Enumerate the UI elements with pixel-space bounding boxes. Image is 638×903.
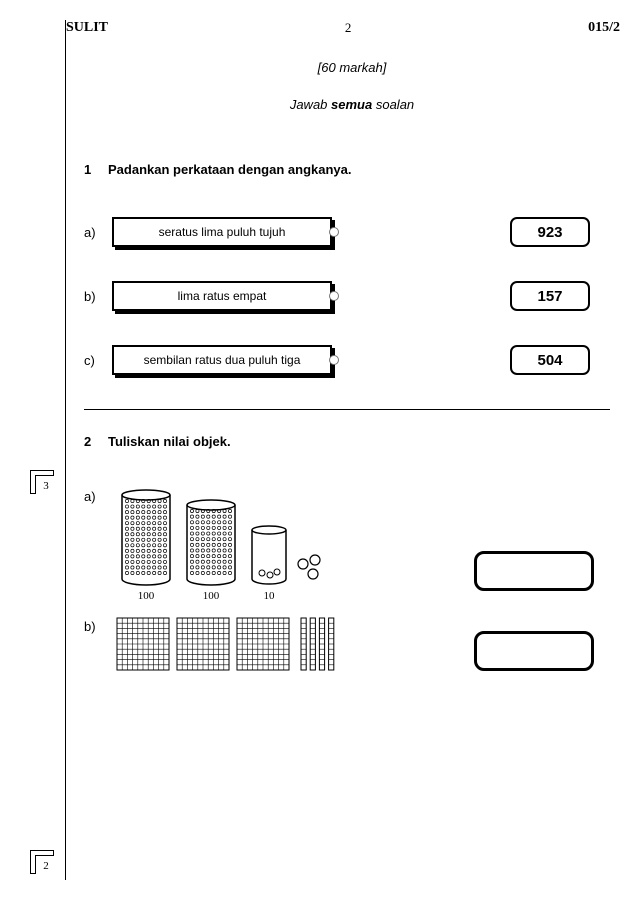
svg-text:100: 100	[138, 590, 155, 602]
q1-b-numberbox[interactable]: 157	[510, 281, 590, 311]
separator-line	[84, 409, 610, 410]
svg-text:100: 100	[203, 590, 220, 602]
q1-b-wordbox[interactable]: lima ratus empat	[112, 281, 332, 311]
q2-a-visual: 100 100 10	[112, 483, 372, 603]
q1-c-word: sembilan ratus dua puluh tiga	[144, 353, 301, 367]
q2-marks-value: 2	[35, 855, 54, 874]
header-page-number: 2	[345, 20, 352, 36]
q2-a-label: a)	[84, 483, 112, 504]
header-code: 015/2	[588, 20, 620, 36]
marks-line: [60 markah]	[84, 60, 620, 75]
q1-number: 1	[84, 162, 108, 177]
q2-a-answerbox[interactable]	[474, 551, 594, 591]
instruction-pre: Jawab	[290, 97, 331, 112]
q1-marks-badge: 3	[30, 470, 54, 494]
q1-marks-value: 3	[35, 475, 54, 494]
q1-item-b: b) lima ratus empat 157	[84, 281, 620, 311]
q2-number: 2	[84, 434, 108, 449]
drag-handle-icon[interactable]	[329, 227, 339, 237]
blocks-icon	[112, 613, 372, 683]
q2-row: 2 Tuliskan nilai objek.	[84, 434, 620, 449]
q1-c-label: c)	[84, 353, 112, 368]
q2-item-b: b)	[84, 613, 620, 683]
drag-handle-icon[interactable]	[329, 355, 339, 365]
beakers-icon: 100 100 10	[112, 483, 372, 603]
q1-c-wordbox[interactable]: sembilan ratus dua puluh tiga	[112, 345, 332, 375]
q1-a-word: seratus lima puluh tujuh	[159, 225, 286, 239]
q1-item-a: a) seratus lima puluh tujuh 923	[84, 217, 620, 247]
q1-c-numberbox[interactable]: 504	[510, 345, 590, 375]
q2-text: Tuliskan nilai objek.	[108, 434, 231, 449]
q2-b-visual	[112, 613, 372, 683]
page-content: SULIT 2 015/2 [60 markah] Jawab semua so…	[65, 20, 620, 880]
instruction-line: Jawab semua soalan	[84, 97, 620, 112]
q1-match-area: a) seratus lima puluh tujuh 923 b) lima …	[84, 217, 620, 375]
q1-b-word: lima ratus empat	[178, 289, 267, 303]
q1-item-c: c) sembilan ratus dua puluh tiga 504	[84, 345, 620, 375]
q2-b-answerbox[interactable]	[474, 631, 594, 671]
q2-b-label: b)	[84, 613, 112, 634]
header-left: SULIT	[66, 20, 108, 36]
q1-a-label: a)	[84, 225, 112, 240]
q2-item-a: a) 100 100	[84, 483, 620, 603]
instruction-post: soalan	[372, 97, 414, 112]
q2-marks-badge: 2	[30, 850, 54, 874]
drag-handle-icon[interactable]	[329, 291, 339, 301]
q1-a-numberbox[interactable]: 923	[510, 217, 590, 247]
q1-a-wordbox[interactable]: seratus lima puluh tujuh	[112, 217, 332, 247]
instruction-bold: semua	[331, 97, 372, 112]
header-row: SULIT 2 015/2	[84, 20, 620, 36]
q1-text: Padankan perkataan dengan angkanya.	[108, 162, 351, 177]
q1-b-label: b)	[84, 289, 112, 304]
q1-row: 1 Padankan perkataan dengan angkanya.	[84, 162, 620, 177]
svg-text:10: 10	[264, 590, 276, 602]
